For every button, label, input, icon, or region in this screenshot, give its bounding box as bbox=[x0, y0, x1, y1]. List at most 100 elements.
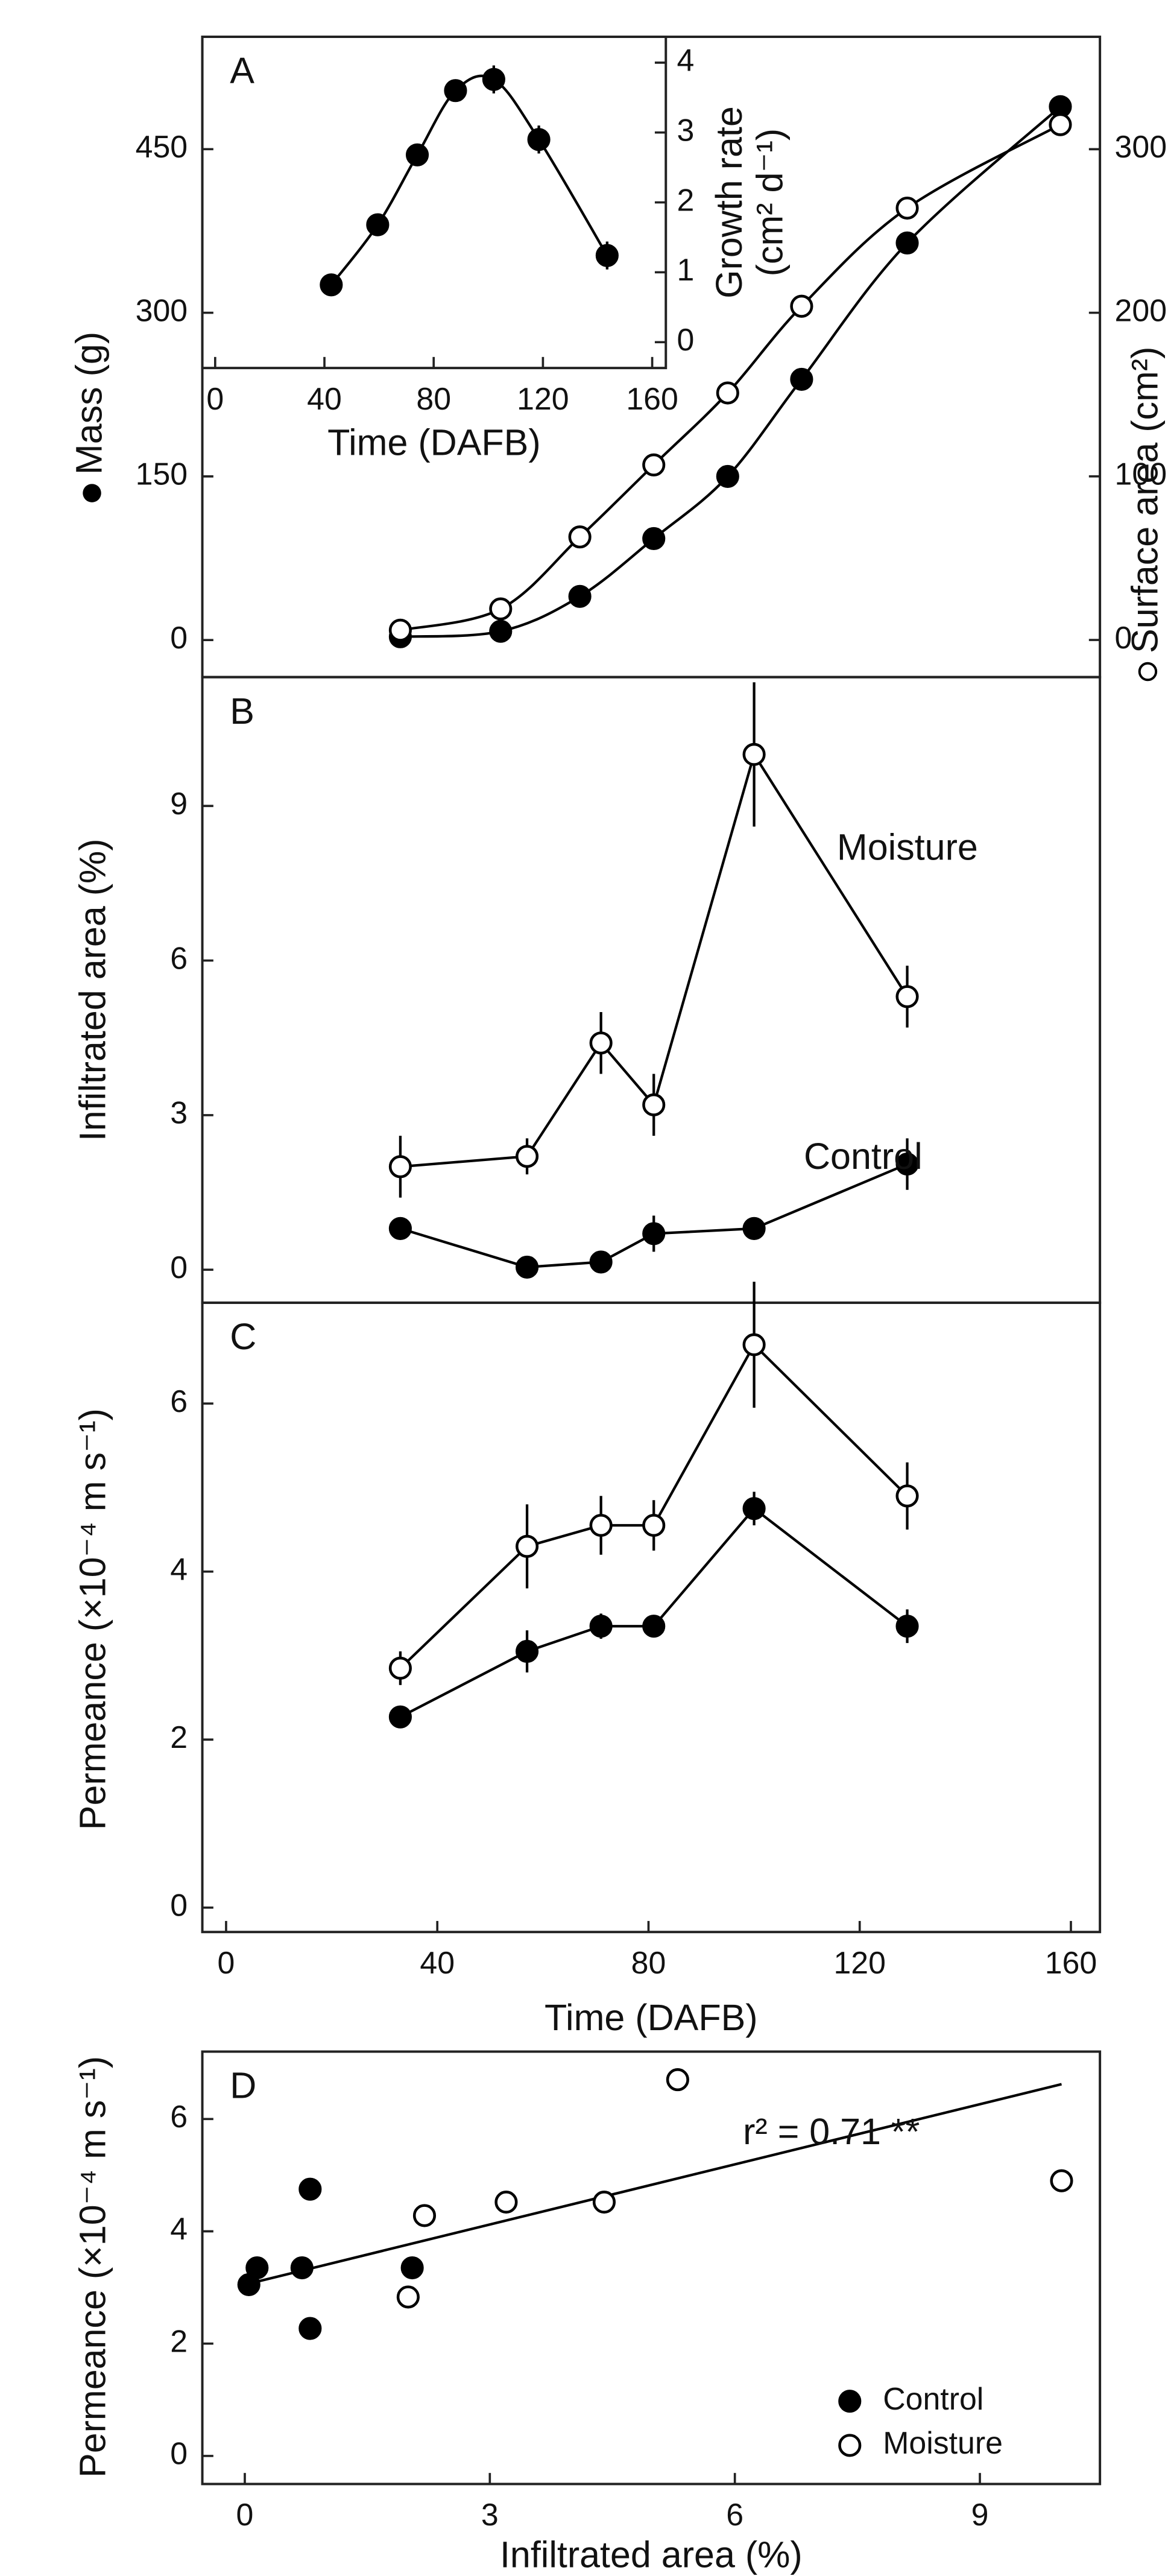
y-axis-label: (cm² d⁻¹) bbox=[749, 128, 790, 277]
series-line bbox=[400, 751, 909, 1168]
plot-frame bbox=[201, 1301, 1102, 1934]
y2-axis-label: Surface area (cm²) bbox=[1125, 347, 1166, 653]
marker bbox=[527, 128, 551, 151]
marker bbox=[642, 1615, 666, 1638]
marker bbox=[642, 1222, 666, 1245]
series-line bbox=[399, 1507, 908, 1718]
y-axis-label: Permeance (×10⁻⁴ m s⁻¹) bbox=[72, 2056, 113, 2478]
y-tick-label: 2 bbox=[677, 182, 695, 217]
marker bbox=[742, 1333, 766, 1356]
marker bbox=[589, 1031, 613, 1055]
y2-tick-label: 300 bbox=[1115, 129, 1167, 164]
panel-letter: A bbox=[230, 50, 254, 91]
marker bbox=[642, 527, 666, 551]
panel-letter: C bbox=[230, 1316, 256, 1357]
y-tick-label: 6 bbox=[170, 1384, 188, 1419]
y2-tick-label: 200 bbox=[1115, 293, 1167, 328]
marker bbox=[642, 1093, 666, 1116]
marker bbox=[895, 196, 919, 220]
marker bbox=[1050, 2169, 1073, 2192]
marker bbox=[320, 273, 343, 297]
marker bbox=[895, 1615, 919, 1638]
marker bbox=[592, 2191, 616, 2214]
y2-tick-label: 0 bbox=[1115, 620, 1132, 655]
series-label: Control bbox=[804, 1136, 923, 1177]
marker bbox=[895, 231, 919, 255]
y-tick-label: 0 bbox=[170, 2436, 188, 2471]
x-tick-label: 0 bbox=[218, 1945, 235, 1980]
marker bbox=[388, 1656, 412, 1680]
y-tick-label: 4 bbox=[677, 43, 695, 78]
x-tick-label: 3 bbox=[481, 2497, 499, 2532]
legend-label: Moisture bbox=[883, 2425, 1003, 2460]
x-axis-label: Time (DAFB) bbox=[327, 422, 541, 463]
marker bbox=[642, 453, 666, 476]
y-tick-label: 4 bbox=[170, 1551, 188, 1586]
panel-letter: D bbox=[230, 2065, 256, 2106]
marker bbox=[515, 1255, 539, 1279]
marker bbox=[568, 584, 592, 608]
marker bbox=[366, 213, 390, 236]
y-axis-label: Permeance (×10⁻⁴ m s⁻¹) bbox=[72, 1408, 113, 1830]
x-axis-label: Infiltrated area (%) bbox=[500, 2534, 803, 2575]
y-tick-label: 2 bbox=[170, 2323, 188, 2358]
y-tick-label: 2 bbox=[170, 1720, 188, 1755]
y-tick-label: 0 bbox=[170, 1888, 188, 1923]
x-tick-label: 120 bbox=[833, 1945, 885, 1980]
marker bbox=[589, 1615, 613, 1638]
marker bbox=[895, 1484, 919, 1508]
marker bbox=[298, 2177, 322, 2201]
marker bbox=[716, 381, 739, 405]
surface-symbol bbox=[1138, 662, 1158, 682]
y-tick-label: 0 bbox=[677, 322, 695, 357]
marker bbox=[515, 1534, 539, 1558]
x-tick-label: 40 bbox=[420, 1945, 455, 1980]
y-axis-label: Mass (g) bbox=[69, 332, 110, 475]
marker bbox=[895, 1153, 919, 1176]
legend-marker bbox=[838, 2390, 862, 2413]
y-tick-label: 1 bbox=[677, 252, 695, 287]
y2-tick-label: 100 bbox=[1115, 457, 1167, 492]
series-line bbox=[400, 1163, 908, 1269]
y-tick-label: 3 bbox=[170, 1095, 188, 1130]
y-tick-label: 450 bbox=[136, 129, 188, 164]
x-tick-label: 0 bbox=[206, 381, 224, 416]
marker bbox=[595, 244, 619, 267]
marker bbox=[895, 985, 919, 1008]
marker bbox=[290, 2256, 314, 2280]
marker bbox=[405, 143, 429, 166]
marker bbox=[642, 1513, 666, 1537]
marker bbox=[589, 1513, 613, 1537]
marker bbox=[388, 1155, 412, 1179]
marker bbox=[482, 68, 505, 91]
y-tick-label: 6 bbox=[170, 2099, 188, 2134]
marker bbox=[298, 2317, 322, 2340]
marker bbox=[742, 1217, 766, 1240]
marker bbox=[494, 2191, 518, 2214]
marker bbox=[666, 2068, 689, 2092]
marker bbox=[742, 742, 766, 766]
marker bbox=[444, 79, 467, 103]
legend-marker bbox=[838, 2434, 862, 2457]
marker bbox=[388, 1217, 412, 1240]
marker bbox=[568, 525, 592, 549]
marker bbox=[716, 464, 739, 488]
marker bbox=[245, 2256, 269, 2280]
y-tick-label: 0 bbox=[170, 1250, 188, 1285]
x-axis-label: Time (DAFB) bbox=[545, 1997, 758, 2038]
marker bbox=[515, 1639, 539, 1663]
marker bbox=[400, 2256, 424, 2280]
x-tick-label: 160 bbox=[626, 381, 678, 416]
panel-letter: B bbox=[230, 691, 254, 732]
y-tick-label: 4 bbox=[170, 2211, 188, 2246]
marker bbox=[790, 367, 813, 391]
y-axis-label: Growth rate bbox=[709, 106, 750, 299]
marker bbox=[515, 1145, 539, 1168]
marker bbox=[388, 618, 412, 642]
x-tick-label: 80 bbox=[631, 1945, 666, 1980]
annotation: r² = 0.71 ** bbox=[743, 2111, 920, 2152]
y-tick-label: 9 bbox=[170, 786, 188, 821]
marker bbox=[388, 1705, 412, 1729]
